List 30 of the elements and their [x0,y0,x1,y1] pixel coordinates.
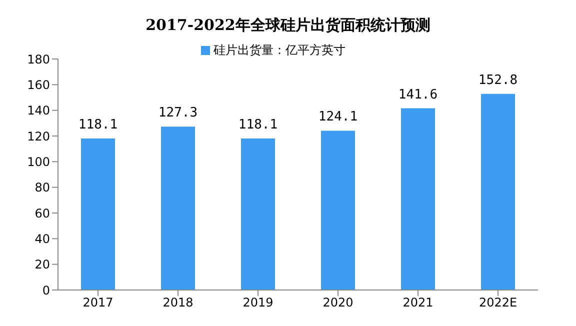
data-label: 152.8 [478,72,518,88]
bar [481,94,515,290]
x-tick-label: 2018 [162,296,194,310]
y-tick-label: 140 [27,104,50,118]
x-tick-label: 2017 [82,296,114,310]
x-tick-label: 2022E [478,296,518,310]
data-label: 118.1 [238,117,278,132]
bar [401,108,435,290]
y-tick-label: 120 [27,129,50,144]
x-tick-label: 2019 [242,296,274,310]
y-tick-label: 0 [42,283,50,298]
x-tick-label: 2020 [322,296,354,310]
y-tick-label: 40 [34,232,50,246]
y-tick-label: 60 [34,206,50,220]
y-tick-label: 100 [27,154,50,169]
y-tick-label: 180 [27,52,50,66]
bar [161,126,195,290]
y-tick-label: 80 [34,180,50,195]
bar [241,138,275,290]
data-label: 124.1 [318,110,358,125]
x-tick-label: 2021 [402,296,434,310]
bar [81,138,115,290]
bar [321,130,355,290]
legend-label: 硅片出货量：亿平方英寸 [214,43,346,57]
data-label: 118.1 [78,117,118,132]
y-tick-label: 20 [34,258,50,272]
data-label: 141.6 [398,87,438,102]
chart-title: 2017-2022年全球硅片出货面积统计预测 [144,15,432,36]
y-tick-label: 160 [27,78,50,92]
data-label: 127.3 [158,106,198,121]
